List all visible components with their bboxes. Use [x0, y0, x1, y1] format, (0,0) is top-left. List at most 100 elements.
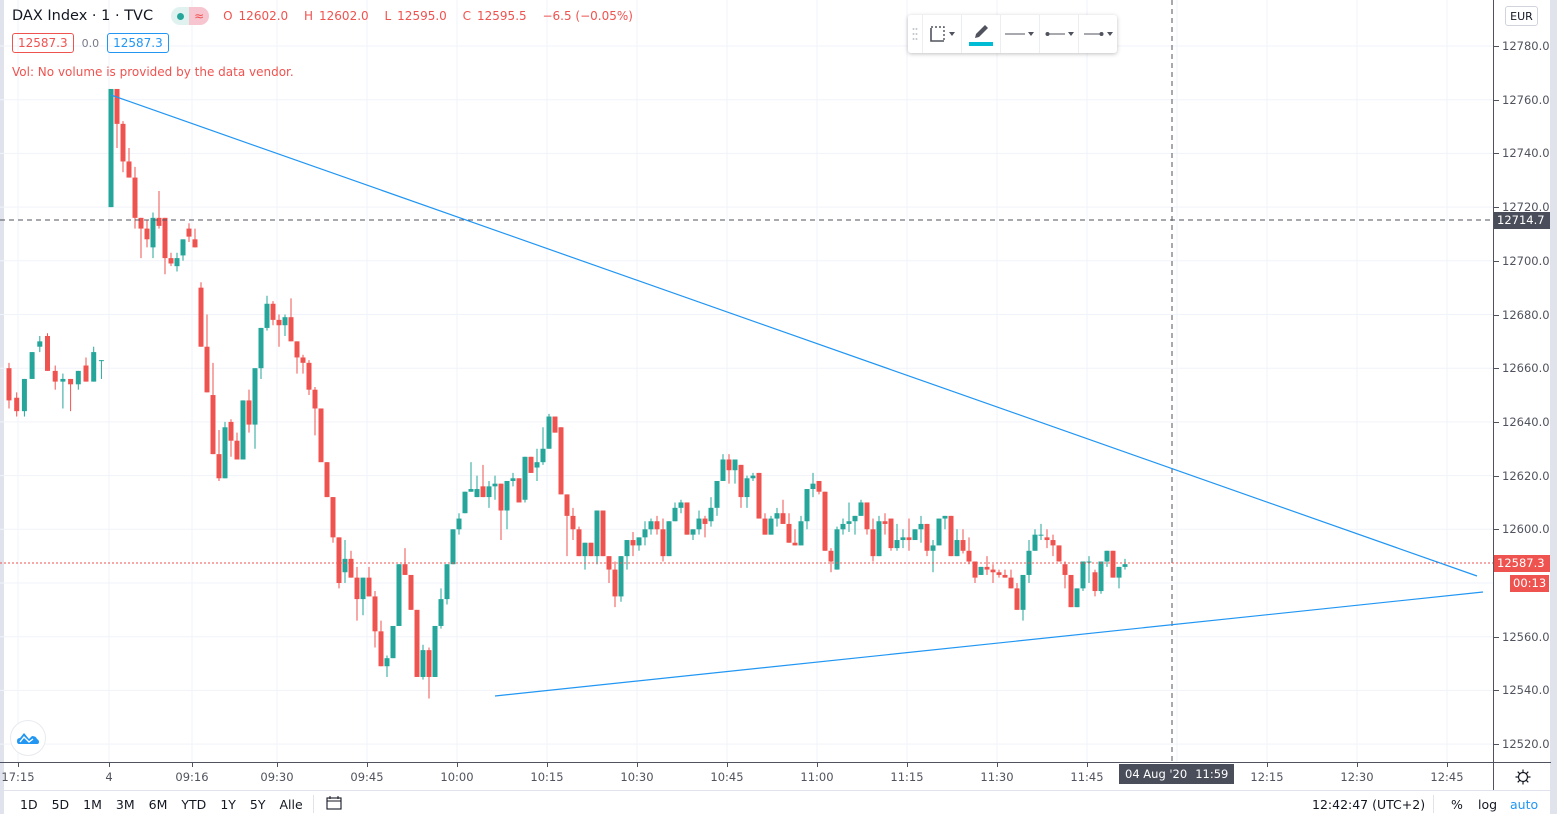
candle-body — [474, 489, 480, 498]
time-tick-label: 10:15 — [530, 770, 564, 784]
candle-body — [168, 258, 174, 264]
chevron-down-icon — [1067, 32, 1074, 36]
candle-body — [678, 502, 684, 508]
candle-body — [510, 478, 516, 481]
candle-body — [870, 529, 876, 557]
candle-body — [552, 416, 558, 433]
line-start-button[interactable] — [1040, 15, 1080, 53]
price-tick — [1494, 207, 1499, 209]
candle-body — [354, 577, 360, 600]
candle-body — [180, 239, 186, 256]
candle-body — [156, 217, 162, 226]
symbol-title[interactable]: DAX Index · 1 · TVC — [12, 8, 154, 24]
cloud-logo-icon — [17, 733, 39, 744]
tradingview-logo-button[interactable] — [10, 720, 46, 756]
date-range-buttons: 1D 5D 1M 3M 6M YTD 1Y 5Y Alle — [20, 797, 317, 812]
price-tick — [1494, 153, 1499, 155]
candle-body — [930, 545, 936, 551]
candle-body — [822, 491, 828, 551]
range-button-alle[interactable]: Alle — [279, 797, 303, 812]
range-button-5d[interactable]: 5D — [51, 797, 70, 812]
candle-body — [294, 341, 300, 358]
candle-body — [828, 550, 834, 562]
range-button-ytd[interactable]: YTD — [181, 797, 207, 812]
time-tick-label: 10:45 — [710, 770, 744, 784]
price-tick-label: 12520.0 — [1502, 737, 1550, 752]
price-tick — [1494, 529, 1499, 531]
candle-body — [576, 529, 582, 557]
candle-body — [636, 537, 642, 546]
chart-pane[interactable] — [0, 0, 1493, 762]
drawing-toolbar — [908, 15, 1117, 53]
spread-value: 0.0 — [81, 36, 100, 50]
dashed-rectangle-icon — [929, 26, 945, 42]
price-tick — [1494, 99, 1499, 101]
color-swatch — [969, 41, 994, 46]
candle-body — [912, 529, 918, 541]
time-tick — [109, 763, 110, 767]
line-color-button[interactable] — [962, 15, 1002, 53]
candle-body — [348, 558, 354, 578]
chevron-down-icon — [1028, 32, 1035, 36]
price-tick — [1494, 421, 1499, 423]
candle-body — [240, 400, 246, 460]
candle-body — [52, 370, 58, 382]
time-tick — [192, 763, 193, 767]
candle-body — [978, 566, 984, 575]
line-start-icon — [1045, 32, 1065, 36]
candle-body — [462, 491, 468, 514]
candle-body — [528, 456, 534, 473]
calendar-icon — [326, 796, 342, 810]
chart-settings-button[interactable] — [1493, 762, 1551, 791]
line-end-icon — [1083, 32, 1104, 36]
price-tick — [1494, 636, 1499, 638]
percent-scale-toggle[interactable]: % — [1451, 797, 1463, 812]
upper-trendline[interactable] — [110, 94, 1478, 577]
bid-button[interactable]: 12587.3 — [12, 33, 74, 53]
candle-body — [234, 440, 240, 460]
candle-body — [810, 483, 816, 490]
candle-body — [594, 510, 600, 557]
time-tick-label: 09:45 — [350, 770, 384, 784]
candle-body — [816, 480, 822, 492]
lower-trendline[interactable] — [494, 591, 1484, 697]
candle-body — [60, 378, 66, 382]
log-scale-toggle[interactable]: log — [1478, 797, 1498, 812]
line-end-button[interactable] — [1079, 15, 1117, 53]
range-button-6m[interactable]: 6M — [148, 797, 168, 812]
price-tick-label: 12700.0 — [1502, 253, 1550, 268]
time-axis[interactable]: 17:15 4 09:16 09:30 09:45 10:00 10:15 10:30 10:4… — [0, 762, 1493, 791]
area-select-button[interactable] — [923, 15, 963, 53]
candle-body — [384, 658, 390, 667]
candle-body — [564, 494, 570, 516]
candle-body — [558, 427, 564, 495]
clock-timezone[interactable]: 12:42:47 (UTC+2) — [1312, 797, 1426, 812]
candle-body — [684, 502, 690, 535]
ask-button[interactable]: 12587.3 — [107, 33, 169, 53]
candle-body — [840, 523, 846, 530]
range-button-1d[interactable]: 1D — [20, 797, 38, 812]
candle-body — [336, 537, 342, 583]
candle-body — [726, 459, 732, 471]
candle-body — [570, 515, 576, 530]
line-style-button[interactable] — [1001, 15, 1040, 53]
candle-body — [732, 459, 738, 471]
range-button-5y[interactable]: 5Y — [249, 797, 266, 812]
auto-scale-toggle[interactable]: auto — [1510, 797, 1539, 812]
time-tick — [457, 763, 458, 767]
candle-body — [306, 362, 312, 390]
candle-body — [282, 317, 288, 326]
drag-handle-icon[interactable] — [908, 15, 923, 53]
candle-body — [1020, 574, 1026, 610]
candle-body — [1086, 561, 1092, 563]
range-button-1m[interactable]: 1M — [83, 797, 102, 812]
range-button-1y[interactable]: 1Y — [220, 797, 236, 812]
bar-countdown-label: 00:13 — [1510, 575, 1550, 592]
currency-button[interactable]: EUR — [1505, 6, 1538, 26]
candle-body — [174, 258, 180, 267]
candle-body — [378, 631, 384, 667]
candle-body — [264, 303, 270, 328]
price-axis[interactable]: 12780.0 12760.0 12740.0 12720.0 12700.0 12680… — [1493, 0, 1551, 762]
go-to-date-button[interactable] — [326, 796, 342, 813]
range-button-3m[interactable]: 3M — [115, 797, 135, 812]
